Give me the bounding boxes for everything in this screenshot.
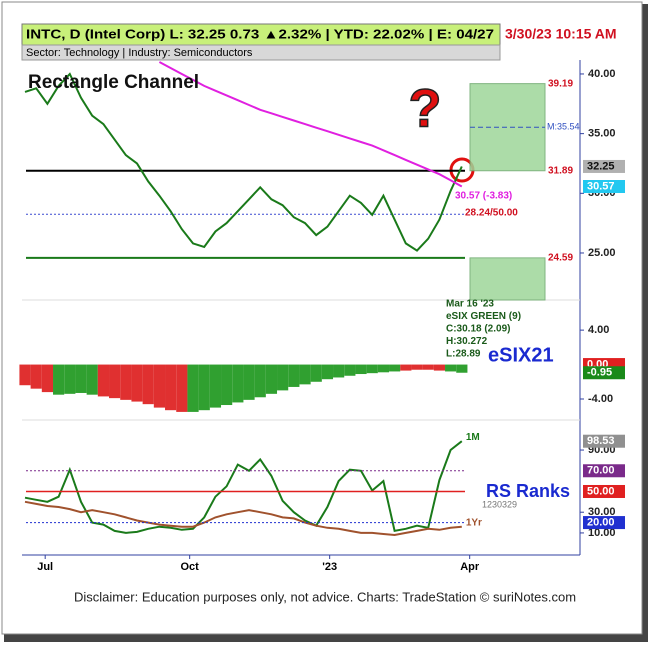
disclaimer: Disclaimer: Education purposes only, not… [74,589,576,604]
value-tag-label: 20.00 [587,516,615,528]
osc-bar [142,364,154,405]
question-mark: ? [409,78,442,138]
y-tick-label: -4.00 [588,393,613,405]
osc-bar [131,364,143,402]
x-tick-label: Jul [37,561,53,573]
series-line [24,500,462,537]
osc-bar [64,364,76,394]
header-ticker: INTC, D (Intel Corp) L: 32.25 0.73 ▲2.32… [26,26,494,41]
osc-bar [109,364,121,399]
panel-title: Rectangle Channel [28,72,199,93]
tooltip-line: C:30.18 (2.09) [446,324,510,335]
series-line [24,440,463,534]
tooltip-line: eSIX GREEN (9) [446,311,521,322]
series-line [24,72,463,252]
series-label: 1Yr [466,517,482,528]
ma-label: 30.57 (-3.83) [455,191,512,202]
osc-bar [232,364,244,403]
value-tag [583,516,625,530]
osc-bar [120,364,132,400]
osc-bar [433,364,446,371]
y-tick-label: 40.00 [588,68,616,80]
panel-note: 1230329 [482,499,517,509]
value-tag [583,366,625,380]
osc-bar [277,364,289,391]
value-tag-label: -0.95 [587,367,612,379]
value-tag [583,464,625,478]
y-tick-label: 4.00 [588,324,609,336]
osc-bar [288,364,300,387]
header-sector: Sector: Technology | Industry: Semicondu… [26,47,253,59]
osc-bar [165,364,177,411]
osc-bar [30,364,42,389]
osc-bar [344,364,356,376]
osc-bar [411,364,423,370]
osc-bar [41,364,54,393]
zone-top-label: 39.19 [548,78,573,89]
panel-title: RS Ranks [486,481,570,501]
osc-bar [198,364,210,411]
osc-bar [187,364,199,412]
x-tick-label: Oct [180,561,199,573]
osc-bar [254,364,266,398]
osc-bar [243,364,255,400]
osc-bar [176,364,188,412]
value-tag [583,180,625,194]
osc-bar [86,364,98,395]
level-label: 28.24/50.00 [465,208,518,219]
osc-bar [299,364,311,385]
timestamp: 3/30/23 10:15 AM [505,26,617,42]
osc-bar [97,364,110,397]
osc-bar [422,364,434,370]
zone-top-label: 24.59 [548,253,573,264]
value-tag [583,484,625,498]
zone-mid-label: M:35.54 [547,122,580,132]
osc-bar [75,364,87,393]
osc-bar [377,364,390,373]
osc-bar [456,364,468,373]
osc-bar [265,364,278,394]
value-tag [583,159,625,173]
osc-bar [400,364,412,371]
y-tick-label: 35.00 [588,128,616,140]
osc-bar [221,364,233,406]
series-line [158,61,463,188]
value-tag-label: 30.57 [587,180,615,192]
target-zone [469,257,546,301]
osc-bar [445,364,457,372]
osc-bar [355,364,367,375]
panel-title: eSIX21 [488,344,554,366]
osc-bar [321,364,334,380]
y-tick-label: 30.00 [588,506,616,518]
osc-bar [209,364,222,408]
tooltip-line: Mar 16 '23 [446,299,494,310]
y-tick-label: 25.00 [588,247,616,259]
osc-bar [53,364,65,395]
osc-bar [333,364,345,378]
zone-bottom-label: 31.89 [548,165,573,176]
value-tag-label: 32.25 [587,160,615,172]
tooltip-line: H:30.272 [446,336,488,347]
osc-bar [389,364,401,372]
tooltip-line: L:28.89 [446,349,481,360]
sector-bar [21,44,501,61]
x-tick-label: '23 [322,561,337,573]
osc-bar [310,364,322,382]
frame [1,1,643,635]
osc-bar [153,364,166,408]
y-tick-label: 10.00 [588,527,616,539]
osc-bar [19,364,31,386]
osc-bar [366,364,378,374]
value-tag-label: 98.53 [587,435,615,447]
series-label: 1M [466,432,480,443]
x-tick-label: Apr [460,561,480,573]
value-tag-label: 70.00 [587,465,615,477]
value-tag-label: 50.00 [587,485,615,497]
value-tag [583,434,625,448]
